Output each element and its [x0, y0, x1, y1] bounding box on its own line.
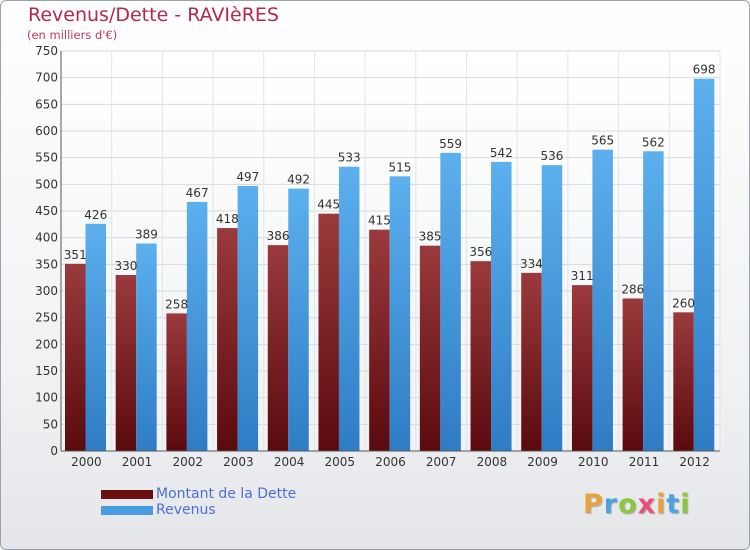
data-label-revenus: 492	[287, 173, 310, 187]
y-tick-label: 100	[35, 391, 58, 405]
logo-letter: x	[637, 489, 657, 520]
logo-letter: P	[583, 489, 604, 520]
chart-subtitle: (en milliers d'€)	[27, 28, 118, 42]
data-label-debt: 356	[469, 245, 492, 259]
bar-debt	[267, 245, 289, 451]
logo-letter: o	[618, 489, 638, 520]
x-tick-label: 2005	[325, 455, 356, 469]
data-label-debt: 445	[317, 198, 340, 212]
bar-debt	[571, 285, 593, 451]
bar-debt	[318, 213, 339, 451]
data-label-debt: 260	[672, 296, 695, 310]
data-label-revenus: 698	[693, 63, 716, 77]
data-label-revenus: 536	[541, 149, 564, 163]
y-tick-label: 150	[35, 364, 58, 378]
x-tick-label: 2004	[274, 455, 305, 469]
y-tick-label: 250	[35, 311, 58, 325]
bar-debt	[166, 313, 187, 451]
bar-revenus	[491, 161, 512, 451]
data-label-debt: 286	[621, 282, 644, 296]
y-tick-label: 600	[35, 124, 58, 138]
bar-debt	[521, 272, 542, 451]
bar-revenus	[186, 201, 208, 451]
bar-revenus	[389, 176, 411, 452]
x-tick-label: 2006	[375, 455, 406, 469]
data-label-revenus: 467	[186, 186, 209, 200]
data-label-debt: 330	[114, 259, 137, 273]
y-tick-label: 350	[35, 257, 58, 271]
legend-swatch-debt	[101, 490, 153, 499]
data-label-revenus: 497	[236, 170, 259, 184]
y-tick-label: 200	[35, 337, 58, 351]
data-label-debt: 311	[571, 269, 594, 283]
logo-letter: i	[680, 489, 691, 520]
data-label-revenus: 542	[490, 146, 513, 160]
bar-debt	[65, 263, 86, 451]
y-tick-label: 450	[35, 204, 58, 218]
legend-label-revenus: Revenus	[156, 502, 216, 518]
logo-letter: r	[603, 489, 619, 520]
bar-revenus	[693, 78, 715, 451]
y-tick-label: 50	[43, 417, 58, 431]
bar-revenus	[338, 166, 360, 451]
x-tick-label: 2009	[527, 455, 558, 469]
x-tick-label: 2002	[172, 455, 203, 469]
y-tick-label: 500	[35, 177, 58, 191]
bar-revenus	[643, 151, 664, 451]
data-label-debt: 258	[165, 297, 188, 311]
data-label-revenus: 533	[338, 151, 361, 165]
x-tick-label: 2000	[71, 455, 102, 469]
y-tick-label: 700	[35, 71, 58, 85]
bar-debt	[470, 261, 492, 451]
bar-revenus	[85, 223, 106, 451]
data-label-revenus: 426	[84, 208, 107, 222]
y-tick-label: 400	[35, 231, 58, 245]
logo-letter: t	[666, 489, 681, 520]
data-label-debt: 385	[419, 230, 442, 244]
y-tick-label: 550	[35, 151, 58, 165]
data-label-debt: 415	[368, 214, 391, 228]
data-label-revenus: 562	[642, 135, 665, 149]
data-label-revenus: 515	[388, 160, 411, 174]
chart-title: Revenus/Dette - RAVIèRES	[28, 4, 279, 26]
proxiti-logo: Proxiti	[583, 489, 691, 520]
bar-debt	[115, 275, 137, 451]
x-tick-label: 2010	[578, 455, 609, 469]
bar-revenus	[440, 152, 461, 451]
legend-swatch-revenus	[101, 506, 153, 515]
x-tick-label: 2007	[426, 455, 457, 469]
x-tick-label: 2012	[679, 455, 710, 469]
x-tick-label: 2008	[477, 455, 508, 469]
bar-debt	[369, 229, 390, 451]
bar-debt	[673, 312, 694, 451]
bar-debt	[217, 228, 238, 451]
x-tick-label: 2003	[223, 455, 254, 469]
data-label-debt: 351	[64, 248, 87, 262]
logo-letter: i	[656, 489, 667, 520]
y-tick-label: 300	[35, 284, 58, 298]
data-label-debt: 386	[267, 229, 290, 243]
y-tick-label: 650	[35, 97, 58, 111]
data-label-revenus: 565	[591, 134, 614, 148]
data-label-debt: 334	[520, 257, 543, 271]
data-label-debt: 418	[216, 212, 239, 226]
data-label-revenus: 559	[439, 137, 462, 151]
bar-revenus	[237, 185, 259, 451]
x-tick-label: 2001	[122, 455, 153, 469]
bar-debt	[419, 245, 441, 451]
x-tick-label: 2011	[629, 455, 660, 469]
data-label-revenus: 389	[135, 228, 158, 242]
bar-revenus	[592, 149, 613, 451]
y-tick-label: 750	[35, 44, 58, 58]
bar-revenus	[136, 243, 157, 451]
bar-revenus	[541, 165, 563, 451]
y-tick-label: 0	[50, 444, 58, 458]
legend-label-debt: Montant de la Dette	[156, 486, 297, 502]
bar-debt	[622, 298, 644, 451]
bar-revenus	[288, 188, 309, 451]
